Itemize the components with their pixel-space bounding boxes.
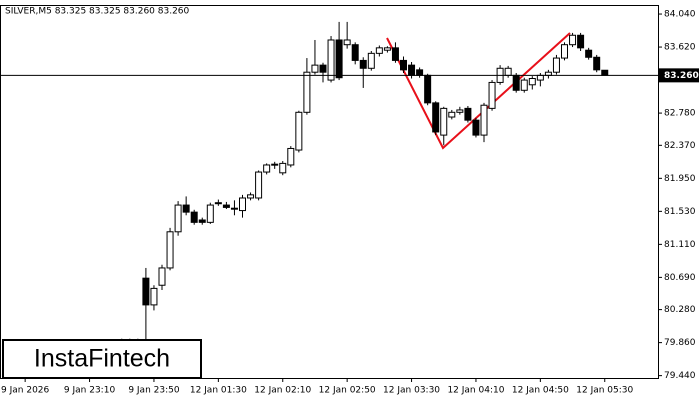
x-tick-label: 12 Jan 01:30: [190, 386, 247, 396]
candle-body: [311, 64, 319, 73]
candle-body: [255, 171, 263, 199]
candle-body: [569, 34, 577, 46]
candle-body: [472, 119, 480, 136]
logo: InstaFintech: [34, 345, 170, 373]
y-tick-label: 81.530: [664, 207, 696, 217]
price-label: 83.260: [664, 71, 699, 81]
candle-body: [416, 69, 424, 76]
candle-body: [295, 111, 303, 151]
candle-body: [593, 56, 601, 71]
y-tick-label: 79.440: [664, 371, 696, 381]
x-tick-label: 12 Jan 03:30: [383, 386, 440, 396]
candle-body: [263, 164, 271, 173]
candle-body: [391, 47, 399, 61]
y-tick-label: 79.860: [664, 338, 696, 348]
plot-frame: [0, 5, 659, 379]
candle-body: [480, 104, 488, 136]
x-tick-label: 12 Jan 05:30: [576, 386, 633, 396]
x-tick-label: 12 Jan 02:10: [254, 386, 311, 396]
candle-body: [166, 231, 174, 269]
candle-body: [214, 202, 222, 205]
candle-body: [577, 34, 585, 49]
x-tick-label: 12 Jan 04:50: [512, 386, 569, 396]
candle-body: [206, 204, 214, 223]
candle-body: [359, 59, 367, 69]
candle-body: [464, 107, 472, 121]
marks: [118, 21, 609, 342]
y-tick-label: 82.370: [664, 141, 696, 151]
chart-title: SILVER,M5 83.325 83.325 83.260 83.260: [5, 7, 190, 17]
x-tick-label: 9 Jan 23:50: [128, 386, 180, 396]
candle-body: [585, 49, 593, 58]
candle-body: [408, 64, 416, 76]
candle-body: [528, 77, 536, 86]
candle-body: [520, 79, 528, 91]
candle-body: [440, 107, 448, 136]
candle-body: [158, 267, 166, 286]
candle-body: [561, 44, 568, 59]
y-tick-label: 81.950: [664, 174, 696, 184]
candle-body: [424, 74, 432, 104]
candle-body: [536, 74, 544, 81]
y-tick-label: 84.040: [664, 10, 696, 20]
candle-body: [198, 219, 206, 223]
x-tick-label: 12 Jan 04:10: [447, 386, 504, 396]
candle-body: [303, 71, 311, 113]
candle-body: [327, 39, 335, 81]
x-tick-label: 9 Jan 23:10: [64, 386, 116, 396]
candle-body: [552, 57, 560, 73]
candle-body: [239, 197, 246, 212]
candle-body: [247, 194, 255, 199]
candle-body: [343, 39, 351, 46]
candle-body: [351, 44, 359, 61]
candle-body: [230, 207, 238, 210]
candle-body: [190, 211, 198, 223]
pattern-line: [386, 32, 571, 150]
candle-body: [383, 47, 391, 51]
candle-body: [222, 204, 230, 208]
y-tick-label: 80.690: [664, 273, 696, 283]
candle-body: [601, 69, 609, 76]
candle-body: [375, 47, 383, 54]
price-label-box: [659, 68, 699, 83]
candle-body: [488, 81, 496, 109]
candle-body: [504, 67, 512, 76]
candle-body: [512, 74, 520, 91]
y-tick-label: 81.110: [664, 240, 696, 250]
x-tick-label: 12 Jan 02:50: [319, 386, 376, 396]
candle-body: [319, 64, 327, 73]
candle-body: [174, 204, 182, 233]
candle-body: [400, 59, 407, 71]
logo-box: [2, 339, 202, 379]
candle-body: [142, 277, 150, 306]
x-tick-label: 9 Jan 2026: [1, 386, 49, 396]
y-tick-label: 82.780: [664, 109, 696, 119]
candle-body: [279, 162, 287, 174]
y-tick-label: 80.280: [664, 305, 696, 315]
candle-body: [271, 163, 279, 166]
candle-body: [287, 147, 295, 166]
candle-body: [150, 287, 158, 306]
candle-body: [182, 204, 190, 213]
candle-body: [456, 109, 464, 113]
candle-body: [448, 111, 456, 118]
candle-body: [432, 102, 440, 133]
candle-body: [367, 52, 375, 69]
y-tick-label: 83.620: [664, 43, 696, 53]
candle-body: [335, 39, 343, 79]
